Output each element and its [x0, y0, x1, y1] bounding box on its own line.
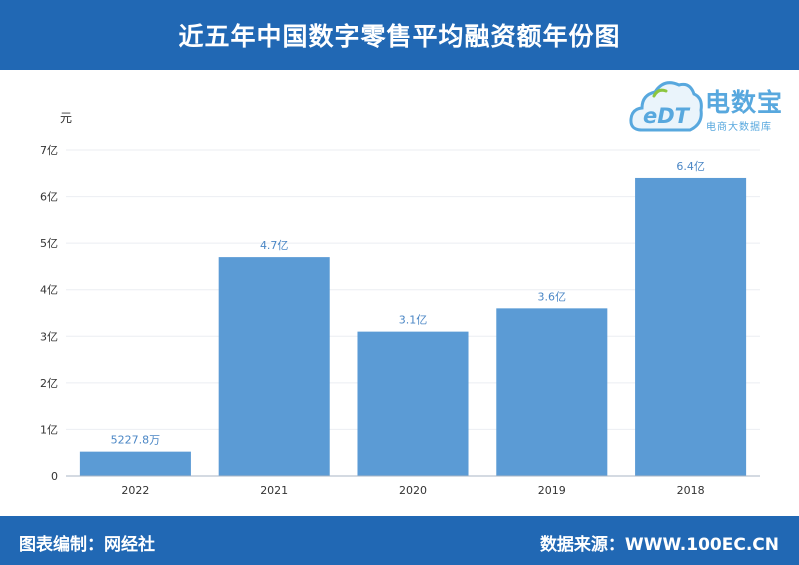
x-tick-label: 2021 — [260, 484, 288, 497]
bar-2021 — [218, 257, 330, 476]
bar-2018 — [635, 177, 747, 476]
y-tick-label: 3亿 — [40, 330, 58, 343]
data-label-2022: 5227.8万 — [111, 434, 161, 447]
y-tick-label: 0 — [51, 470, 58, 483]
x-tick-label: 2022 — [121, 484, 149, 497]
data-labels: 5227.8万 4.7亿 3.1亿 3.6亿 6.4亿 — [111, 160, 705, 447]
y-tick-label: 1亿 — [40, 423, 58, 436]
logo-cloud-text: eDT — [643, 104, 691, 128]
x-tick-label: 2020 — [399, 484, 427, 497]
page-title: 近五年中国数字零售平均融资额年份图 — [178, 22, 621, 51]
cloud-logo-icon: eDT — [629, 81, 703, 132]
data-label-2020: 3.1亿 — [399, 314, 428, 327]
data-label-2019: 3.6亿 — [538, 290, 567, 303]
chart-area: 0 1亿 2亿 3亿 4亿 5亿 6亿 7亿 2022 2021 2020 2019 2018 522… — [0, 70, 799, 516]
footer-bar: 图表编制：网经社 数据来源：WWW.100EC.CN — [0, 516, 799, 565]
y-tick-label: 2亿 — [40, 377, 58, 390]
y-tick-label: 5亿 — [40, 237, 58, 250]
logo-brand-name: 电数宝 — [705, 88, 784, 117]
bar-2022 — [79, 451, 191, 476]
logo: eDT 电数宝 电商大数据库 — [628, 76, 798, 138]
logo-brand-subtitle: 电商大数据库 — [706, 122, 772, 133]
y-tick-label: 7亿 — [40, 144, 58, 157]
x-tick-label: 2018 — [677, 484, 705, 497]
x-axis-labels: 2022 2021 2020 2019 2018 — [121, 484, 704, 497]
y-tick-label: 6亿 — [40, 191, 58, 204]
bar-series — [79, 177, 747, 476]
bar-2020 — [357, 331, 469, 476]
y-tick-label: 4亿 — [40, 284, 58, 297]
footer-data-source: 数据来源：WWW.100EC.CN — [539, 535, 779, 555]
bar-2019 — [496, 308, 608, 476]
y-axis-unit-label: 元 — [60, 111, 72, 125]
data-label-2021: 4.7亿 — [260, 239, 289, 252]
x-tick-label: 2019 — [538, 484, 566, 497]
footer-source-compiler: 图表编制：网经社 — [19, 535, 155, 555]
y-axis-labels: 0 1亿 2亿 3亿 4亿 5亿 6亿 7亿 — [40, 144, 58, 483]
header-bar: 近五年中国数字零售平均融资额年份图 — [0, 0, 799, 70]
bar-chart: 0 1亿 2亿 3亿 4亿 5亿 6亿 7亿 2022 2021 2020 2019 2018 522… — [40, 111, 760, 497]
data-label-2018: 6.4亿 — [676, 160, 705, 173]
